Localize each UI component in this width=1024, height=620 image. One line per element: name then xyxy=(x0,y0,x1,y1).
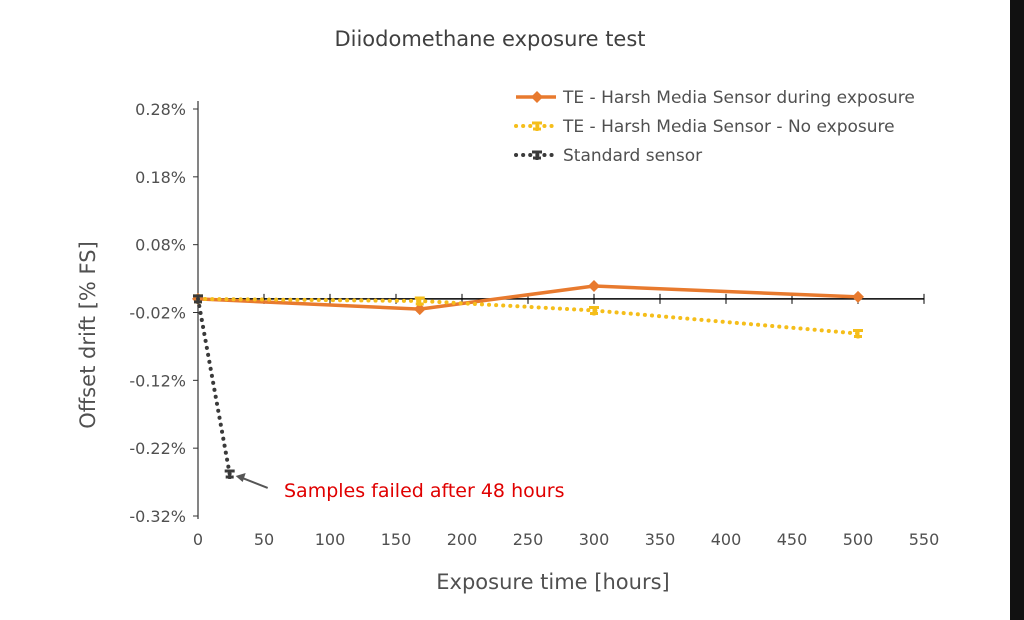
data-point xyxy=(193,294,203,304)
y-tick-label: 0.28% xyxy=(135,100,186,119)
series-line-0 xyxy=(197,284,859,311)
x-axis-label: Exposure time [hours] xyxy=(436,570,669,594)
data-point xyxy=(532,121,542,131)
y-tick-label: -0.32% xyxy=(129,507,186,526)
x-tick-label: 300 xyxy=(579,530,610,549)
y-axis-label: Offset drift [% FS] xyxy=(76,241,100,429)
data-point xyxy=(588,280,600,293)
frame-edge xyxy=(1010,0,1024,620)
x-tick-label: 550 xyxy=(909,530,940,549)
x-tick-label: 500 xyxy=(843,530,874,549)
data-point xyxy=(589,305,599,316)
x-tick-label: 400 xyxy=(711,530,742,549)
legend-label-1: TE - Harsh Media Sensor - No exposure xyxy=(562,117,895,137)
y-tick-label: -0.22% xyxy=(129,439,186,458)
x-tick-label: 450 xyxy=(777,530,808,549)
annotation-arrow xyxy=(239,476,269,489)
data-point xyxy=(224,469,235,479)
x-tick-label: 0 xyxy=(193,530,203,549)
y-tick-label: -0.02% xyxy=(129,304,186,323)
series-line-2 xyxy=(196,296,232,476)
y-tick-label: 0.08% xyxy=(135,236,186,255)
data-point xyxy=(852,290,864,303)
data-point xyxy=(413,303,426,316)
data-point xyxy=(532,150,542,160)
x-tick-label: 250 xyxy=(513,530,544,549)
legend-label-0: TE - Harsh Media Sensor during exposure xyxy=(562,88,915,108)
legend-label-2: Standard sensor xyxy=(563,146,702,166)
y-tick-label: -0.12% xyxy=(129,371,186,390)
data-point xyxy=(853,329,863,339)
annotation-arrowhead xyxy=(235,472,246,482)
y-tick-label: 0.18% xyxy=(135,168,186,187)
x-tick-label: 200 xyxy=(447,530,478,549)
data-point xyxy=(414,296,425,306)
x-tick-label: 50 xyxy=(254,530,274,549)
annotation-text: Samples failed after 48 hours xyxy=(284,480,564,502)
x-tick-label: 100 xyxy=(315,530,346,549)
x-tick-label: 350 xyxy=(645,530,676,549)
chart-title: Diiodomethane exposure test xyxy=(334,27,645,51)
x-tick-label: 150 xyxy=(381,530,412,549)
data-point xyxy=(531,91,543,103)
